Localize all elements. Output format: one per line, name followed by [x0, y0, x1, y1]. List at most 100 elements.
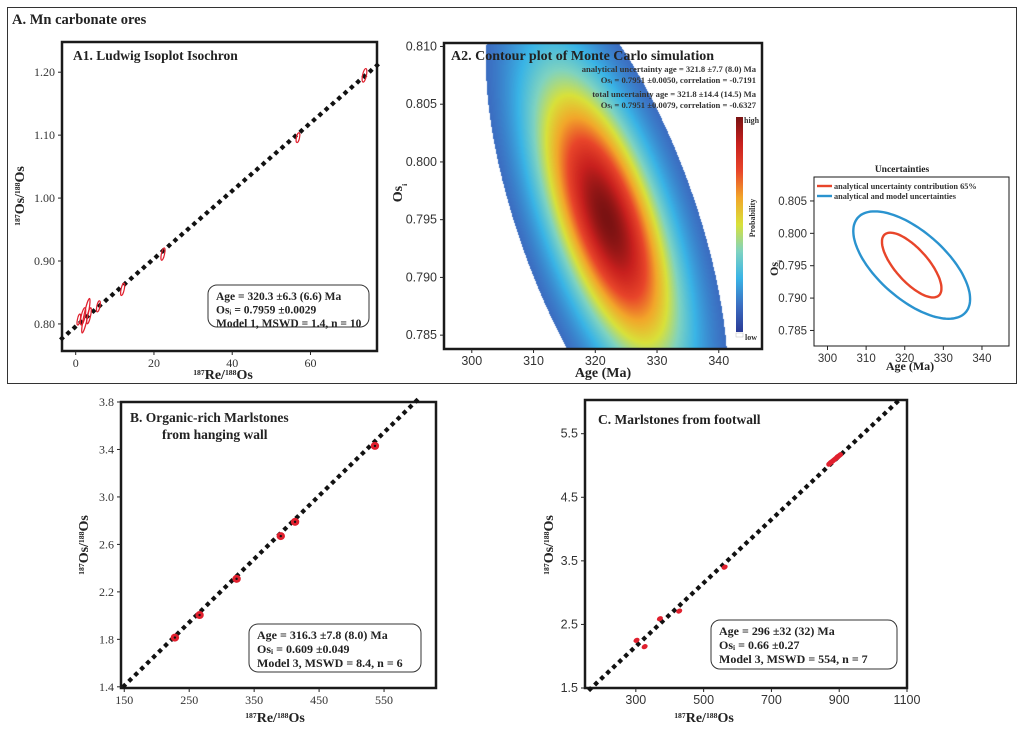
isochron-dot — [599, 674, 606, 681]
y-axis-label: 187Os/188Os — [77, 515, 93, 575]
x-tick-label: 0 — [73, 356, 79, 370]
uncertainty-ellipse-analytical — [880, 231, 943, 299]
isochron-dot — [109, 291, 116, 298]
isochron-dot — [178, 231, 185, 238]
y-axis-label: 187Os/188Os — [542, 515, 558, 575]
isochron-dot — [336, 473, 342, 480]
isochron-dot — [647, 629, 654, 636]
isochron-dot — [857, 433, 864, 439]
isochron-dot — [330, 479, 336, 486]
data-point-error-ellipse — [826, 452, 844, 467]
isochron-dot — [210, 595, 217, 602]
isochron-dot — [881, 410, 888, 417]
isochron-dot — [629, 646, 636, 653]
isochron-dot — [240, 566, 247, 573]
isochron-dot — [59, 335, 65, 342]
isochron-dot — [797, 489, 804, 496]
isochron-dot — [166, 242, 173, 249]
isochron-dot — [851, 438, 858, 445]
result-annotation-line: Osᵢ = 0.66 ±0.27 — [719, 638, 800, 652]
x-tick-label: 310 — [857, 353, 876, 365]
result-annotation-line: Osᵢ = 0.609 ±0.049 — [257, 642, 350, 656]
isochron-dot — [71, 324, 78, 331]
data-point — [721, 564, 728, 570]
y-tick-label: 1.8 — [99, 632, 114, 646]
data-point — [641, 644, 648, 650]
y-tick-label: 0.805 — [406, 97, 437, 111]
x-axis-label: 187Re/188Os — [193, 368, 253, 384]
isochron-dot — [191, 220, 198, 227]
result-annotation-line: Osᵢ = 0.7959 ±0.0029 — [216, 305, 316, 317]
x-tick-label: 310 — [523, 354, 544, 368]
isochron-dot — [282, 525, 289, 532]
data-point-error-ellipse — [79, 307, 87, 326]
x-tick-label: 300 — [461, 354, 482, 368]
plot-frame — [583, 398, 909, 690]
isochron-dot — [172, 237, 179, 244]
y-tick-label: 0.90 — [34, 254, 55, 268]
x-axis-label: 187Re/188Os — [674, 711, 734, 727]
isochron-dot — [869, 421, 876, 428]
isochron-dot — [389, 421, 396, 427]
result-annotation-box — [207, 284, 370, 328]
isochron-dot — [755, 528, 762, 535]
isochron-dot — [180, 624, 187, 631]
data-point-error-ellipse — [361, 67, 368, 83]
isochron-dot — [383, 426, 390, 433]
isochron-dot — [683, 596, 690, 603]
x-tick-label: 60 — [304, 356, 316, 370]
x-tick-label: 300 — [818, 353, 837, 365]
y-tick-label: 3.5 — [561, 554, 578, 568]
x-axis-label: Age (Ma) — [886, 359, 934, 373]
isochron-dot — [695, 584, 702, 591]
isochron-dot — [312, 496, 319, 503]
x-axis-label: 187Re/188Os — [245, 711, 305, 727]
isochron-dot — [767, 517, 774, 524]
isochron-dot — [653, 624, 660, 631]
isochron-dot — [779, 506, 786, 513]
isochron-dot — [677, 601, 684, 608]
y-tick-label: 0.805 — [778, 196, 807, 208]
isochron-dot — [623, 652, 630, 659]
isochron-dot — [260, 160, 267, 167]
isochron-dot — [241, 177, 248, 183]
isochron-dot — [229, 187, 236, 194]
isochron-dot — [324, 485, 331, 491]
x-tick-label: 300 — [625, 693, 646, 707]
isochron-dot — [605, 669, 612, 676]
y-axis-label: 187Os/188Os — [13, 166, 29, 226]
data-point — [633, 637, 640, 643]
result-annotation-line: Model 3, MSWD = 8.4, n = 6 — [257, 656, 403, 670]
isochron-dot — [587, 686, 594, 693]
isochron-dot — [264, 543, 271, 550]
isochron-dot — [347, 461, 354, 468]
y-tick-label: 0.80 — [34, 317, 55, 331]
isochron-dot — [355, 78, 362, 85]
isochron-dot — [279, 144, 286, 151]
chart-a2-monte-carlo: 300 310 320 330 340 0.785 0.790 0.795 0.800 0.805… — [391, 39, 764, 381]
isochron-dot — [875, 416, 882, 423]
y-tick-label: 0.785 — [778, 325, 807, 337]
isochron-dot — [641, 635, 648, 642]
isochron-dot — [317, 111, 324, 118]
data-point-center — [279, 534, 282, 538]
x-tick-label: 340 — [972, 353, 991, 365]
isochron-dot — [374, 62, 380, 69]
isochron-dot — [323, 106, 330, 112]
y-tick-label: 0.800 — [406, 155, 437, 169]
y-tick-label: 0.795 — [406, 213, 437, 227]
x-tick-label: 1100 — [894, 693, 921, 707]
colorbar-low-swatch — [735, 332, 744, 338]
x-tick-label: 330 — [647, 354, 668, 368]
isochron-dot — [689, 590, 696, 597]
isochron-dot — [235, 182, 242, 189]
isochron-dot — [377, 432, 384, 439]
x-tick-label: 700 — [761, 693, 782, 707]
plot-frame — [119, 400, 438, 690]
isochron-dot — [815, 472, 822, 479]
isochron-dot — [127, 676, 134, 683]
isochron-dot — [134, 269, 141, 276]
data-point-error-ellipse — [86, 307, 92, 325]
isochron-dot — [157, 647, 164, 654]
uncertainty-ellipse-total — [852, 210, 972, 321]
